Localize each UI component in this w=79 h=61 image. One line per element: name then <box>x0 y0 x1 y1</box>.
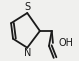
Text: S: S <box>24 2 30 12</box>
Text: N: N <box>24 48 31 58</box>
Text: OH: OH <box>58 38 73 48</box>
